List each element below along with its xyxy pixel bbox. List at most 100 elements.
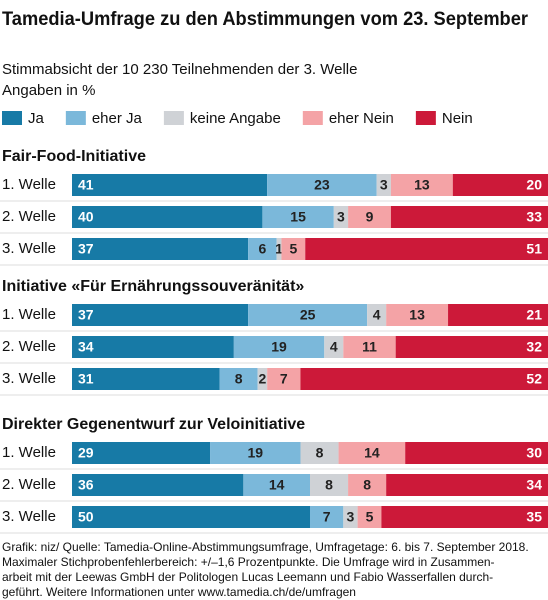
value-label: 34 [526,477,542,493]
bar-segment [390,174,453,196]
value-label: 21 [526,307,542,323]
value-label: 15 [290,209,306,225]
row-label: 1. Welle [2,306,56,323]
bar-segment [233,336,325,358]
value-label: 4 [330,339,338,355]
value-label: 4 [373,307,381,323]
legend-label: eher Nein [329,110,394,127]
row-label: 3. Welle [2,370,56,387]
bar-segment [324,336,344,358]
panel-title: Initiative «Für Ernährungssouveränität» [2,278,304,295]
bar-segment [248,304,368,326]
chart-title: Tamedia-Umfrage zu den Abstimmungen vom … [2,9,529,30]
bar-segment [276,238,282,260]
value-label: 37 [78,241,94,257]
row-label: 1. Welle [2,176,56,193]
bar-segment [310,474,349,496]
subtitle: Stimmabsicht der 10 230 Teilnehmenden de… [2,61,357,78]
value-label: 8 [325,477,333,493]
value-label: 7 [323,509,331,525]
source-line: Maximaler Stichprobenfehlerbereich: +/–1… [2,555,495,569]
value-label: 3 [347,509,355,525]
legend-swatch [302,111,323,125]
row-label: 3. Welle [2,508,56,525]
legend-label: Ja [28,110,45,127]
value-label: 5 [289,241,297,257]
value-label: 8 [363,477,371,493]
value-label: 36 [78,477,94,493]
value-label: 40 [78,209,94,225]
value-label: 1 [275,241,283,257]
value-label: 37 [78,307,94,323]
value-label: 6 [259,241,267,257]
value-label: 25 [300,307,316,323]
value-label: 19 [247,445,263,461]
bar-segment [386,474,548,496]
bar-segment [257,368,268,390]
source-line: Grafik: niz/ Quelle: Tamedia-Online-Abst… [2,540,529,554]
bar-segment [72,368,220,390]
bar-segment [262,206,334,228]
value-label: 14 [364,445,380,461]
bar-segment [386,304,449,326]
value-label: 34 [78,339,94,355]
bar-segment [72,174,268,196]
value-label: 29 [78,445,94,461]
bar-segment [72,506,310,528]
bar-segment [367,304,387,326]
bar-segment [448,304,548,326]
value-label: 11 [362,339,377,355]
legend-swatch [2,111,22,125]
value-label: 14 [269,477,285,493]
bar-segment [348,474,387,496]
bar-segment [405,442,548,464]
bar-segment [72,206,263,228]
value-label: 35 [526,509,542,525]
bar-segment [305,238,548,260]
value-label: 41 [78,177,94,193]
value-label: 51 [526,241,542,257]
bar-segment [333,206,349,228]
row-label: 1. Welle [2,444,56,461]
value-label: 8 [316,445,324,461]
value-label: 3 [380,177,388,193]
row-label: 2. Welle [2,476,56,493]
row-label: 3. Welle [2,240,56,257]
legend-swatch [65,111,86,125]
bar-segment [219,368,258,390]
source-line: arbeit mit der Leewas GmbH der Politolog… [2,570,493,584]
value-label: 2 [259,371,267,387]
value-label: 52 [526,371,542,387]
bar-segment [452,174,548,196]
panel-title: Direkter Gegenentwurf zur Veloinitiative [2,416,305,433]
unit-note: Angaben in % [2,82,95,99]
value-label: 13 [414,177,430,193]
bar-segment [343,336,396,358]
bar-segment [395,336,548,358]
panel-title: Fair-Food-Initiative [2,148,146,165]
legend-label: keine Angabe [190,110,281,127]
value-label: 20 [526,177,542,193]
value-label: 5 [366,509,374,525]
bar-segment [300,442,339,464]
value-label: 9 [366,209,374,225]
bar-segment [267,368,301,390]
value-label: 7 [280,371,288,387]
value-label: 50 [78,509,94,525]
bar-segment [72,442,211,464]
bar-segment [210,442,301,464]
legend-label: Nein [442,110,473,127]
row-label: 2. Welle [2,208,56,225]
bar-segment [348,206,391,228]
bar-segment [248,238,277,260]
bar-segment [243,474,310,496]
legend-swatch [415,111,436,125]
legend-label: eher Ja [92,110,143,127]
bar-segment [72,474,244,496]
legend-swatch [163,111,184,125]
value-label: 31 [78,371,94,387]
value-label: 8 [235,371,243,387]
bar-segment [390,206,548,228]
bar-segment [267,174,377,196]
